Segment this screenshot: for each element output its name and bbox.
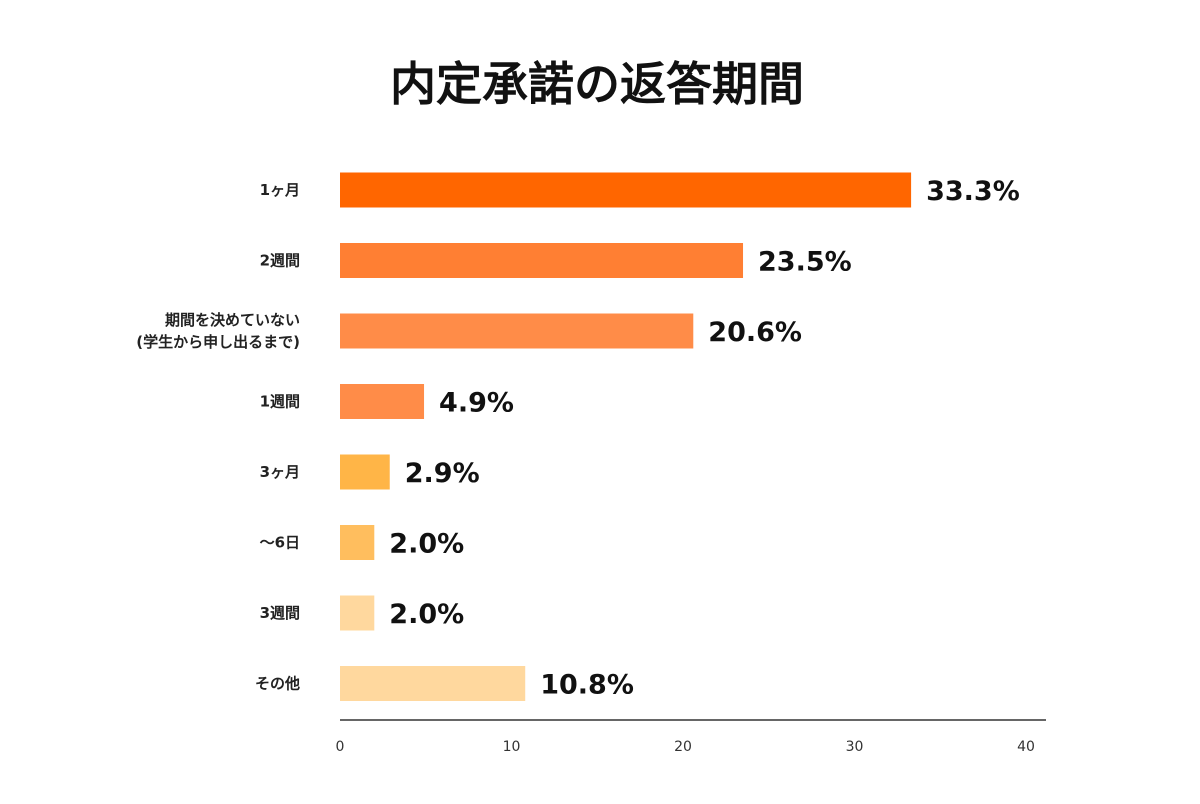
category-label: 1ヶ月: [260, 181, 300, 199]
value-label: 23.5%: [758, 247, 852, 278]
bars-layer: [340, 172, 912, 701]
bar: [340, 454, 390, 490]
category-label-line: (学生から申し出るまで): [136, 333, 300, 351]
bar: [340, 384, 425, 419]
category-label-line: 〜6日: [260, 534, 300, 552]
value-labels: 33.3% 23.5% 20.6% 4.9% 2.9% 2.0% 2.0% 10.8%: [389, 176, 1019, 701]
value-label: 2.0%: [389, 529, 464, 560]
x-axis: 0 10 20 30 40: [336, 719, 1046, 755]
x-tick-label: 40: [1017, 739, 1035, 755]
bar: [340, 313, 694, 349]
value-label: 2.0%: [389, 599, 464, 630]
category-label-line: その他: [255, 675, 300, 693]
chart-title: 内定承諾の返答期間: [390, 57, 804, 111]
bar: [340, 525, 375, 560]
bar: [340, 172, 912, 208]
category-label: 期間を決めていない (学生から申し出るまで): [136, 311, 300, 351]
category-label-line: 3ヶ月: [260, 463, 300, 481]
x-tick-label: 0: [336, 739, 345, 755]
category-label: 〜6日: [260, 534, 300, 552]
bar: [340, 595, 375, 631]
category-label: 3週間: [260, 604, 300, 622]
value-label: 33.3%: [926, 176, 1020, 207]
category-label: 2週間: [260, 252, 300, 270]
x-tick-label: 20: [674, 739, 692, 755]
value-label: 20.6%: [708, 317, 802, 348]
x-tick-label: 10: [503, 739, 521, 755]
bar: [340, 666, 526, 701]
bar: [340, 243, 744, 278]
value-label: 10.8%: [540, 670, 634, 701]
category-label: 1週間: [260, 393, 300, 411]
category-label-line: 期間を決めていない: [165, 311, 300, 329]
value-label: 2.9%: [405, 458, 480, 489]
category-label-line: 1ヶ月: [260, 181, 300, 199]
category-label-line: 3週間: [260, 604, 300, 622]
category-label-line: 2週間: [260, 252, 300, 270]
category-label: その他: [255, 675, 300, 693]
value-label: 4.9%: [439, 388, 514, 419]
category-label: 3ヶ月: [260, 463, 300, 481]
x-tick-label: 30: [846, 739, 864, 755]
category-label-line: 1週間: [260, 393, 300, 411]
